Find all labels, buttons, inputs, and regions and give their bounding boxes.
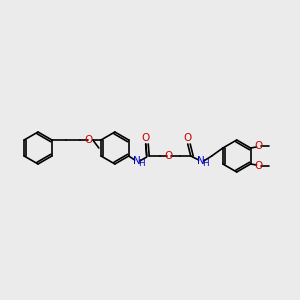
Text: N: N [133, 156, 141, 166]
Text: O: O [184, 133, 192, 143]
Text: N: N [197, 156, 205, 166]
Text: O: O [142, 133, 150, 143]
Text: O: O [254, 141, 263, 151]
Text: O: O [165, 151, 173, 161]
Text: H: H [202, 160, 209, 169]
Text: O: O [85, 135, 93, 145]
Text: O: O [254, 161, 263, 171]
Text: H: H [138, 160, 145, 169]
